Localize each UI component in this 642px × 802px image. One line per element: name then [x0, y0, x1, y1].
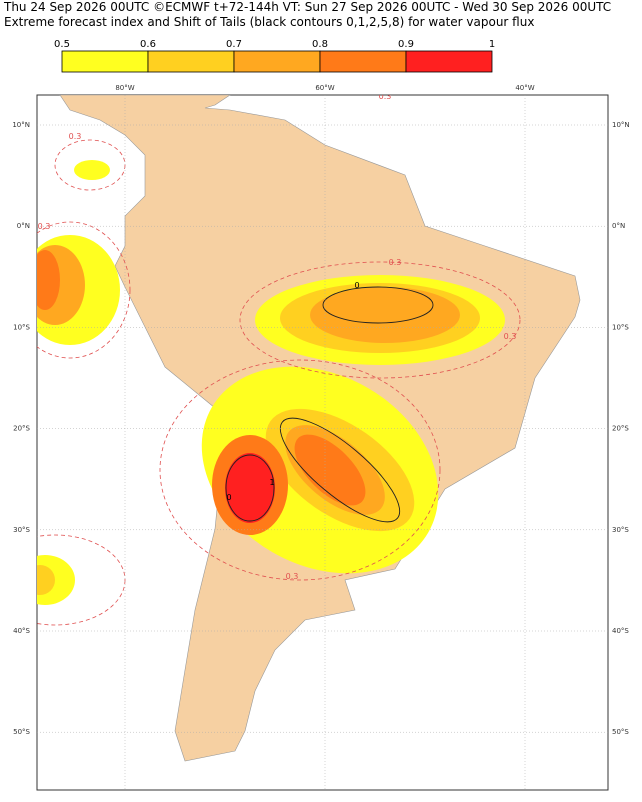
contour-label: 0.3 — [286, 572, 299, 581]
colorbar-segment — [319, 50, 407, 73]
contour-0-3 — [37, 139, 521, 626]
latitude-label: 10°S — [13, 323, 30, 331]
latitude-label: 40°S — [13, 627, 30, 635]
latitude-label: 10°N — [12, 121, 30, 129]
latitude-label: 30°S — [13, 526, 30, 534]
sot-contour — [225, 286, 434, 523]
colorbar-tick-label: 0.9 — [398, 39, 414, 50]
contour-label: 0.3 — [379, 92, 392, 101]
colorbar-tick-label: 0.8 — [312, 39, 328, 50]
contour-label: 0.3 — [504, 332, 517, 341]
latitude-label: 10°N — [612, 121, 630, 129]
colorbar-segment — [405, 50, 493, 73]
colorbar-segment — [61, 50, 149, 73]
latitude-label: 30°S — [612, 526, 629, 534]
graticule — [37, 95, 608, 790]
colorbar-segment — [233, 50, 321, 73]
contour-label: 0.3 — [38, 222, 51, 231]
longitude-label: 60°W — [315, 84, 334, 92]
colorbar-segment — [147, 50, 235, 73]
contour-label: 0 — [226, 493, 231, 502]
latitude-label: 20°S — [612, 425, 629, 433]
header-line: Thu 24 Sep 2026 00UTC ©ECMWF t+72-144h V… — [3, 0, 611, 14]
latitude-label: 0°N — [612, 222, 625, 230]
efi-shading — [37, 160, 505, 605]
contour-label: 0.3 — [389, 258, 402, 267]
colorbar: 0.5 0.6 0.7 0.8 0.9 1 — [54, 39, 495, 73]
map-area: 0.3 0.3 0.3 0.3 0.3 0.3 0 0 1 — [37, 92, 608, 790]
contour-label: 0 — [354, 281, 359, 290]
coordinate-labels: 10°N 10°N 0°N 0°N 10°S 10°S 20°S 20°S 30°S 30°S 40… — [12, 84, 629, 736]
colorbar-tick-label: 1 — [489, 39, 495, 50]
contour-label: 0.3 — [69, 132, 82, 141]
longitude-label: 40°W — [515, 84, 534, 92]
longitude-label: 80°W — [115, 84, 134, 92]
colorbar-tick-label: 0.5 — [54, 39, 70, 50]
contour-label: 1 — [269, 478, 274, 487]
colorbar-tick-label: 0.6 — [140, 39, 156, 50]
latitude-label: 10°S — [612, 323, 629, 331]
latitude-label: 50°S — [612, 728, 629, 736]
latitude-label: 40°S — [612, 627, 629, 635]
header-line: Extreme forecast index and Shift of Tail… — [4, 15, 534, 29]
latitude-label: 50°S — [13, 728, 30, 736]
latitude-label: 20°S — [13, 425, 30, 433]
latitude-label: 0°N — [17, 222, 30, 230]
colorbar-tick-label: 0.7 — [226, 39, 242, 50]
